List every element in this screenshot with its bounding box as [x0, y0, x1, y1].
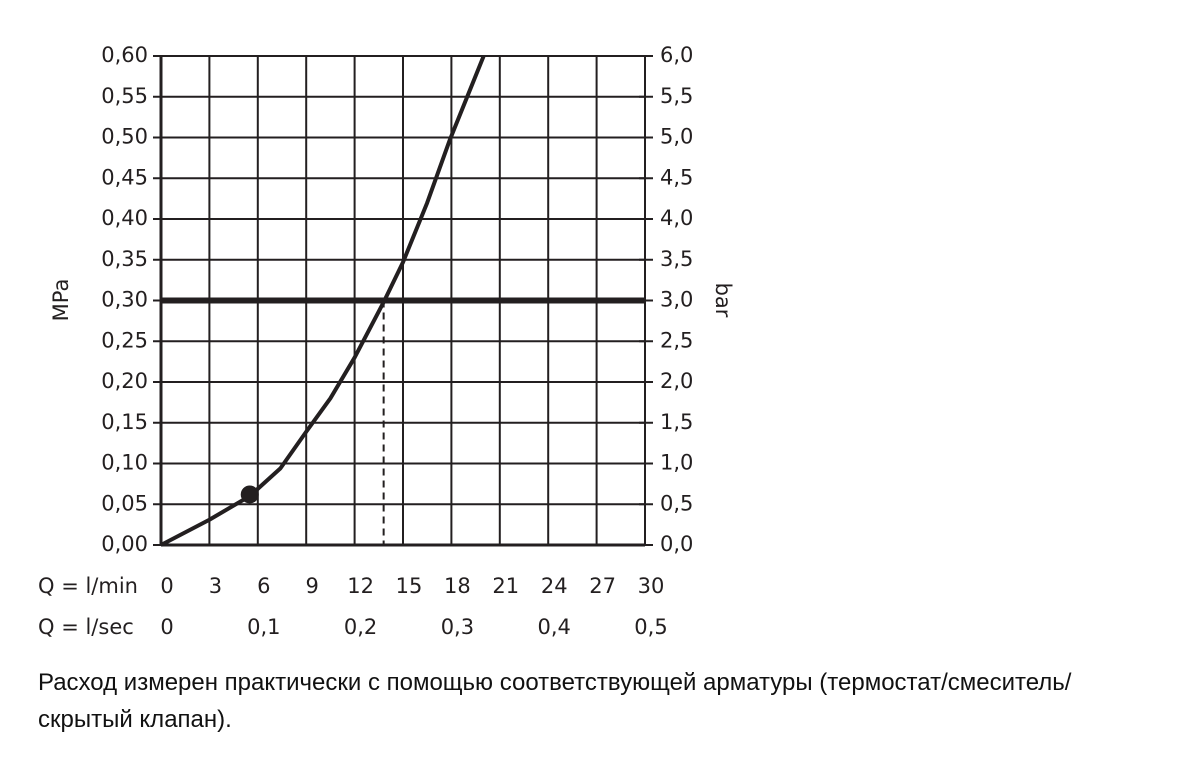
x-tick-label: 0: [160, 574, 173, 598]
y2-tick-label: 0,0: [660, 532, 693, 556]
y-tick-label: 0,45: [101, 165, 148, 189]
x-tick-label: 21: [492, 574, 519, 598]
y-tick-label: 0,35: [101, 247, 148, 271]
y2-tick-label: 4,0: [660, 206, 693, 230]
x-tick-label: 3: [209, 574, 222, 598]
y2-tick-label: 2,0: [660, 369, 693, 393]
x-axis-label: Q = l/min: [38, 574, 138, 598]
y-tick-label: 0,15: [101, 410, 148, 434]
y2-tick-label: 1,5: [660, 410, 693, 434]
x2-tick-label: 0,3: [441, 615, 474, 639]
y-tick-label: 0,10: [101, 451, 148, 475]
y-axis-label: MPa: [49, 279, 73, 322]
marker: [240, 485, 259, 504]
y-tick-label: 0,40: [101, 206, 148, 230]
x2-tick-label: 0,1: [247, 615, 280, 639]
y-tick-label: 0,20: [101, 369, 148, 393]
y-tick-label: 0,00: [101, 532, 148, 556]
y2-tick-label: 3,5: [660, 247, 693, 271]
y-tick-label: 0,05: [101, 491, 148, 515]
y2-tick-label: 0,5: [660, 491, 693, 515]
y2-tick-label: 5,5: [660, 84, 693, 108]
y2-axis-label: bar: [711, 283, 735, 318]
y2-tick-label: 3,0: [660, 288, 693, 312]
x-tick-label: 12: [347, 574, 374, 598]
x2-tick-label: 0: [160, 615, 173, 639]
x-tick-label: 30: [638, 574, 665, 598]
y2-tick-label: 4,5: [660, 165, 693, 189]
y-tick-label: 0,55: [101, 84, 148, 108]
x-tick-label: 15: [396, 574, 423, 598]
y-tick-label: 0,60: [101, 43, 148, 67]
x-tick-label: 24: [541, 574, 568, 598]
x2-tick-label: 0,5: [634, 615, 667, 639]
x-tick-label: 9: [306, 574, 319, 598]
y2-tick-label: 6,0: [660, 43, 693, 67]
chart: MPa bar Q = l/min Q = l/sec 0,000,050,10…: [38, 43, 735, 639]
x-tick-label: 27: [589, 574, 616, 598]
y2-tick-label: 5,0: [660, 125, 693, 149]
x-tick-label: 6: [257, 574, 270, 598]
x2-tick-label: 0,4: [537, 615, 570, 639]
y-tick-label: 0,50: [101, 125, 148, 149]
x2-axis-label: Q = l/sec: [38, 615, 134, 639]
y2-tick-label: 2,5: [660, 328, 693, 352]
x2-tick-label: 0,2: [344, 615, 377, 639]
y-tick-label: 0,30: [101, 288, 148, 312]
y2-tick-label: 1,0: [660, 451, 693, 475]
caption: Расход измерен практически с помощью соо…: [38, 669, 1072, 733]
x-tick-label: 18: [444, 574, 471, 598]
y-tick-label: 0,25: [101, 328, 148, 352]
